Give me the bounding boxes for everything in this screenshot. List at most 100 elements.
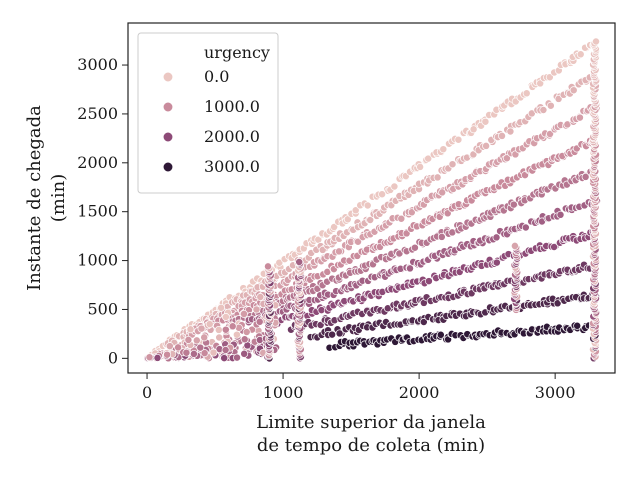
data-point xyxy=(174,343,183,352)
y-tick-label: 2500 xyxy=(77,104,118,123)
data-point xyxy=(546,130,554,138)
data-point xyxy=(275,258,284,267)
x-axis-label-line2: de tempo de coleta (min) xyxy=(257,435,485,456)
data-point xyxy=(410,243,419,252)
y-tick-label: 2000 xyxy=(77,153,118,172)
data-point xyxy=(217,303,226,312)
data-point xyxy=(221,346,230,354)
data-point xyxy=(436,330,445,339)
data-point xyxy=(536,79,545,88)
x-axis-label-line1: Limite superior da janela xyxy=(256,412,486,433)
data-point xyxy=(363,201,372,210)
data-point xyxy=(419,318,428,326)
data-point xyxy=(366,216,375,224)
data-point xyxy=(592,37,600,46)
legend-marker xyxy=(162,161,174,173)
data-point xyxy=(221,325,230,334)
data-point xyxy=(233,353,241,362)
data-point xyxy=(378,190,387,199)
data-point xyxy=(145,353,154,362)
data-point xyxy=(192,336,201,345)
data-point xyxy=(228,322,237,331)
legend-marker xyxy=(162,131,174,143)
data-point xyxy=(256,293,265,301)
y-axis-label: Instante de chegada (min) xyxy=(24,105,69,291)
data-point xyxy=(438,188,447,197)
data-point xyxy=(469,125,478,134)
data-point xyxy=(335,329,344,338)
legend-box xyxy=(137,32,279,194)
data-point xyxy=(330,223,339,231)
data-point xyxy=(481,117,490,126)
data-point xyxy=(182,348,191,357)
data-point xyxy=(416,162,425,171)
data-point xyxy=(448,160,457,169)
data-point xyxy=(546,101,555,110)
data-point xyxy=(575,113,584,122)
data-points xyxy=(143,37,601,363)
data-point xyxy=(553,299,562,308)
data-point xyxy=(492,233,501,242)
data-point xyxy=(240,335,249,344)
data-point xyxy=(205,320,214,329)
data-point xyxy=(197,324,206,333)
data-point xyxy=(390,182,399,191)
data-point xyxy=(556,210,565,219)
data-point xyxy=(407,208,416,217)
data-point xyxy=(354,237,362,246)
x-tick-label: 3000 xyxy=(535,383,576,402)
data-point xyxy=(424,277,433,286)
data-point xyxy=(510,241,519,250)
data-point xyxy=(492,258,501,267)
legend-label: 1000.0 xyxy=(204,97,260,116)
data-point xyxy=(242,328,251,336)
y-tick-label: 1500 xyxy=(77,202,118,221)
data-point xyxy=(550,243,559,251)
data-point xyxy=(406,264,414,273)
data-point xyxy=(343,215,352,224)
data-point xyxy=(221,313,230,321)
data-point xyxy=(506,127,515,136)
data-point xyxy=(439,145,448,154)
plot-frame xyxy=(127,22,616,374)
data-point xyxy=(569,86,578,95)
data-point xyxy=(200,349,209,358)
data-point xyxy=(509,200,518,209)
data-point xyxy=(232,330,241,339)
data-point xyxy=(328,330,337,339)
data-point xyxy=(573,321,582,330)
data-point xyxy=(240,349,249,358)
data-point xyxy=(454,135,463,144)
legend-marker xyxy=(162,101,174,113)
x-tick-label: 2000 xyxy=(399,383,440,402)
x-tick-label: 1000 xyxy=(263,383,304,402)
legend-entries: 0.0 1000.0 2000.0 3000.0 xyxy=(162,67,260,176)
data-point xyxy=(214,325,223,334)
data-point xyxy=(335,247,343,256)
data-point xyxy=(498,131,506,140)
legend-title: urgency xyxy=(204,43,270,62)
y-axis-ticks: 0 500 1000 1500 2000 2500 3000 xyxy=(77,55,128,367)
data-point xyxy=(433,173,442,182)
data-point xyxy=(215,333,224,342)
data-point xyxy=(437,232,446,241)
data-point xyxy=(209,348,218,357)
data-point xyxy=(351,206,360,215)
data-point xyxy=(186,325,195,334)
legend-marker xyxy=(162,71,174,83)
legend: urgency 0.0 1000.0 2000.0 3000.0 xyxy=(137,32,279,194)
data-point xyxy=(252,305,261,314)
y-axis-label-line2: (min) xyxy=(48,174,69,222)
data-point xyxy=(576,50,585,59)
y-tick-label: 500 xyxy=(87,299,118,318)
legend-label: 2000.0 xyxy=(204,127,260,146)
data-point xyxy=(163,350,172,359)
y-tick-label: 3000 xyxy=(77,55,118,74)
data-point xyxy=(189,349,198,358)
data-point xyxy=(295,258,304,266)
data-point xyxy=(502,154,511,163)
data-point xyxy=(581,172,590,181)
data-point xyxy=(521,223,530,232)
data-point xyxy=(220,354,229,363)
